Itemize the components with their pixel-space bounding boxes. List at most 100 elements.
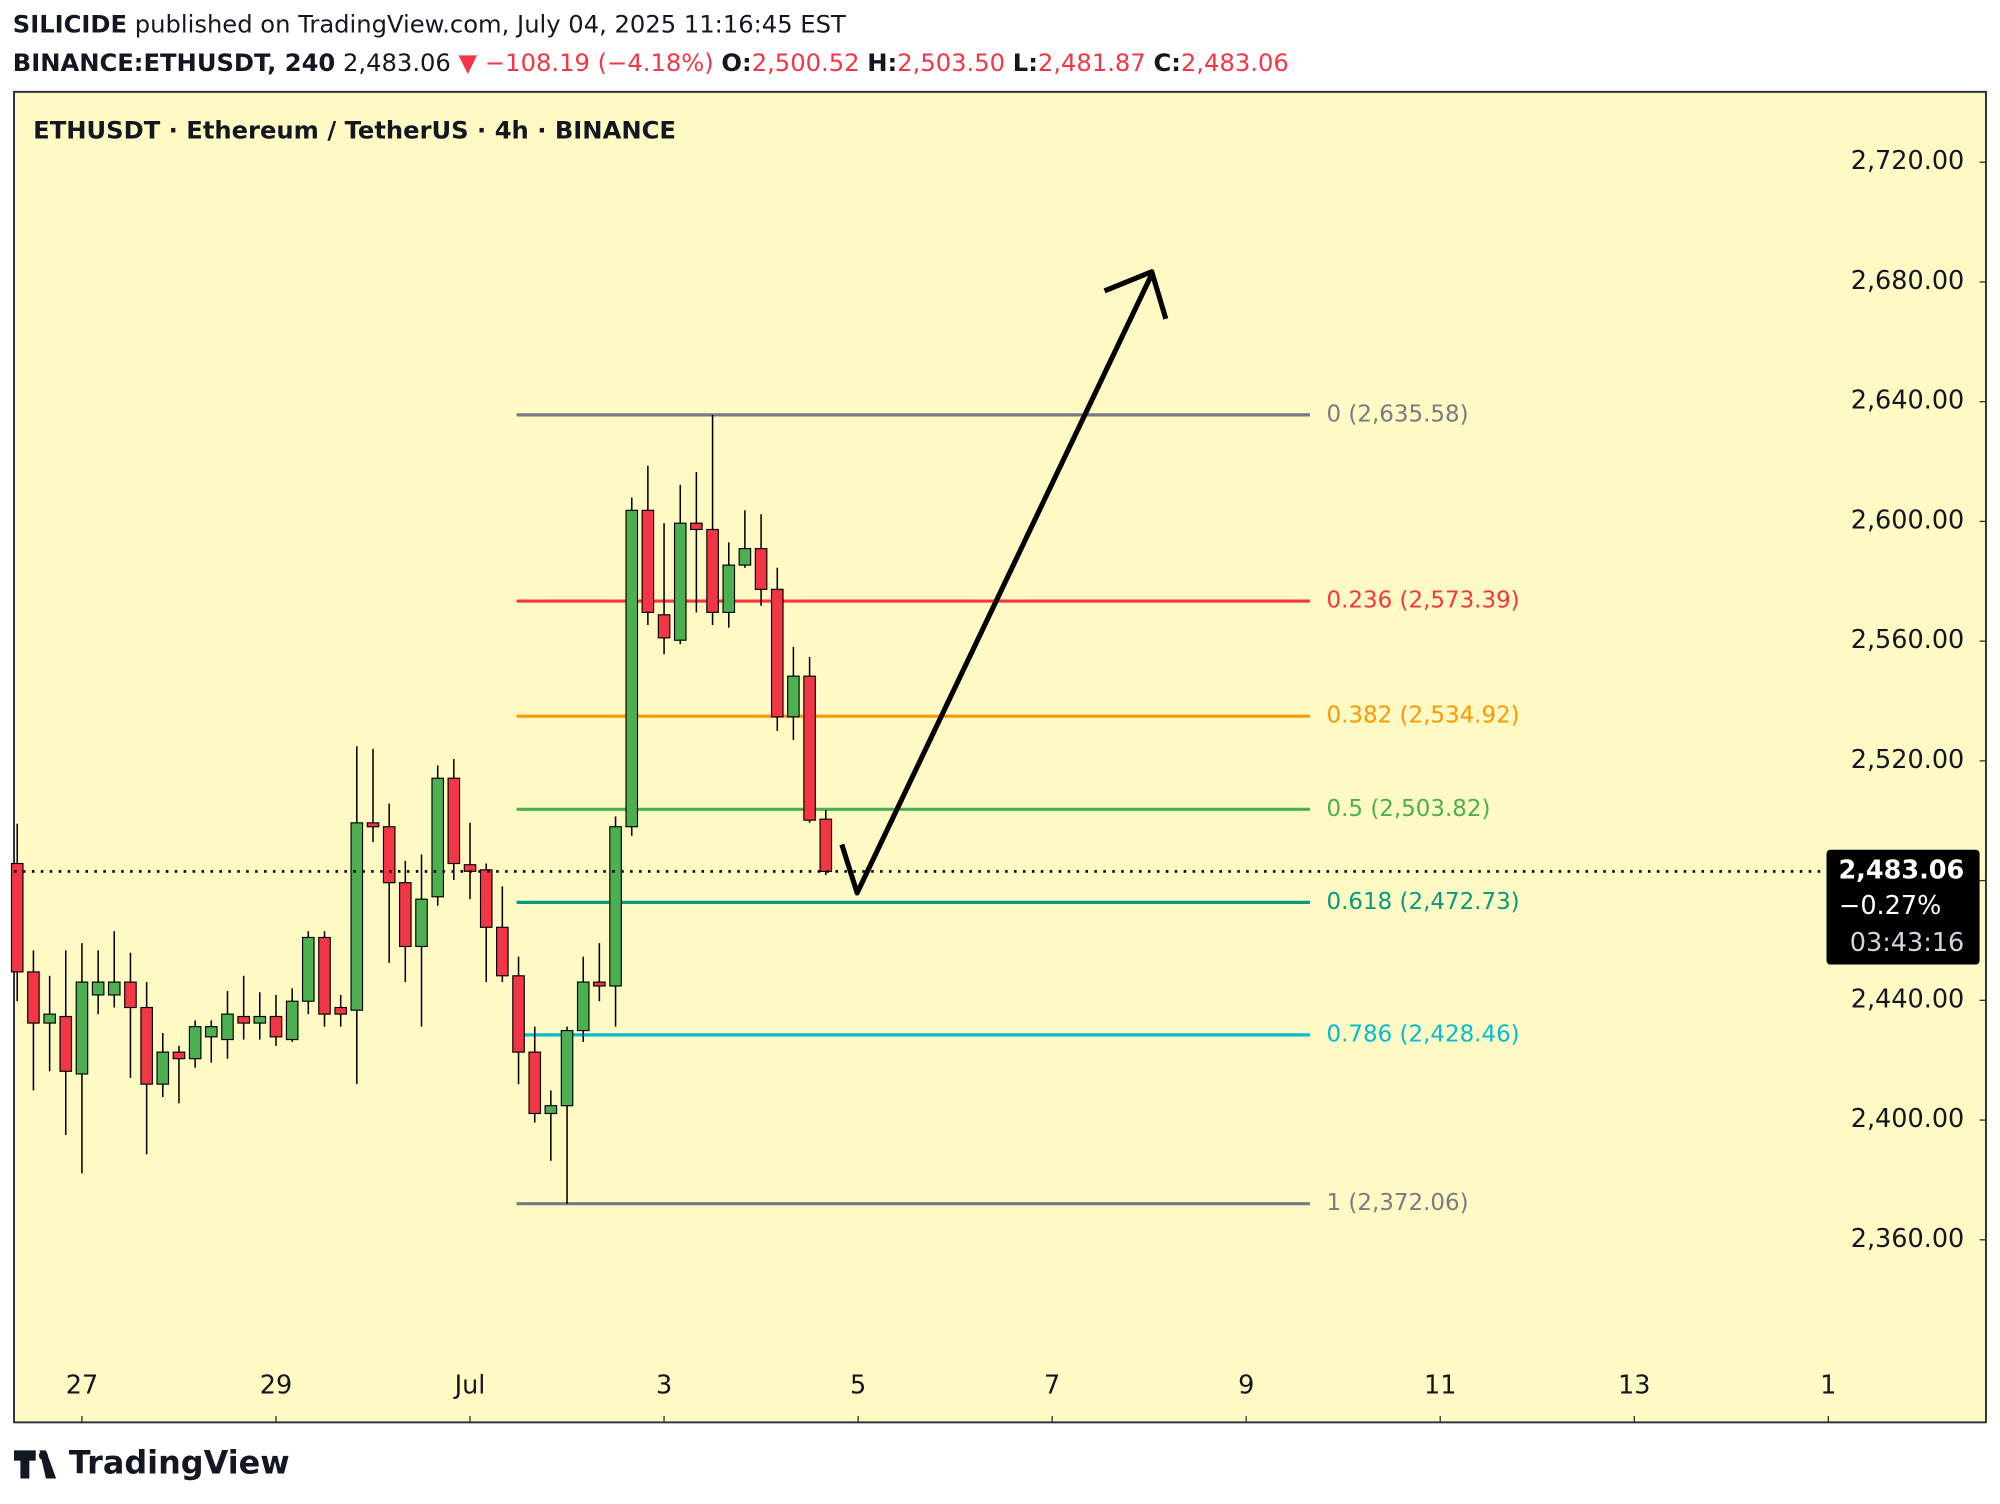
arrow-drawing [839,269,1169,896]
header-line-1: SILICIDE published on TradingView.com, J… [13,11,846,39]
brand-name: TradingView [69,1443,290,1481]
x-tick-label: 29 [260,1371,292,1401]
y-tick-label: 2,680.00 [1851,266,1965,296]
logo-dot [38,1451,48,1460]
fib-level-label: 0 (2,635.58) [1327,401,1469,427]
candle-body [593,981,606,987]
candle-body [107,981,121,996]
candle-body [253,1015,267,1024]
candle-body [609,826,622,987]
y-tick-label: 2,640.00 [1851,386,1965,416]
candle-body [819,818,833,873]
fib-level-label: 0.236 (2,573.39) [1327,588,1520,614]
candle-body [350,822,364,1011]
candle-body [140,1006,153,1085]
x-tick-label: 11 [1424,1371,1456,1401]
candle-body [447,777,461,865]
bar-countdown: 03:43:16 [1850,928,1965,958]
candle-body [576,981,590,1032]
candle-body [318,936,331,1015]
candle-body [738,548,752,566]
candle-body [188,1026,202,1060]
candle-body [269,1015,283,1038]
change: ▼ −108.19 (−4.18%) [459,49,714,77]
ohlc-value: 2,503.50 [897,49,1005,77]
candle-body [690,522,703,531]
x-tick-label: 1 [1820,1371,1836,1401]
y-tick-label: 2,400.00 [1851,1104,1965,1134]
x-tick-label: 3 [656,1371,672,1401]
published: published on TradingView.com, July 04, 2… [135,11,846,39]
fib-level-label: 0.382 (2,534.92) [1327,703,1520,729]
ohlc-value: 2,483.06 [1181,49,1289,77]
candle-body [431,777,445,898]
ohlc-key: C: [1153,49,1180,77]
candle-body [496,926,509,977]
fib-level-label: 0.618 (2,472.73) [1327,889,1520,915]
fib-level-label: 1 (2,372.06) [1327,1190,1469,1216]
candle-body [706,528,719,613]
x-tick-label: 27 [66,1371,98,1401]
y-tick-label: 2,360.00 [1851,1224,1965,1254]
candle-body [398,882,412,948]
candle-body [285,1000,299,1041]
candle-body [770,588,784,718]
candle-body [59,1015,73,1072]
candle-body [301,936,315,1002]
candle-body [382,826,396,884]
chart-title: ETHUSDT · Ethereum / TetherUS · 4h · BIN… [33,116,676,144]
price: 2,483.06 [343,49,451,77]
candle-body [156,1051,170,1085]
candle-body [479,869,493,928]
candle-body [625,509,639,828]
candle-body [528,1051,542,1115]
brand-logo: TradingView [14,1443,290,1481]
ohlc-key: L: [1013,49,1038,77]
fib-level-label: 0.786 (2,428.46) [1327,1021,1520,1047]
ohlc-key: O: [721,49,751,77]
candle-body [803,675,816,821]
candle-body [560,1029,574,1107]
price-label-box [1826,849,1980,965]
x-tick-label: Jul [453,1371,486,1401]
candle-body [787,675,800,718]
candle-body [754,548,768,590]
candle-body [722,564,736,613]
candle-body [27,971,40,1024]
candle-body [10,862,24,973]
price-label: 2,483.06 [1838,855,1964,885]
candle-body [657,614,671,639]
candle-body [43,1013,56,1024]
ohlc-value: 2,481.87 [1038,49,1146,77]
candle-body [641,509,655,613]
candle-body [544,1105,558,1115]
y-tick-label: 2,520.00 [1851,745,1965,775]
y-tick-label: 2,600.00 [1851,505,1965,535]
candle-body [366,822,380,828]
fib-level-label: 0.5 (2,503.82) [1327,796,1491,822]
candle-body [75,981,89,1075]
x-tick-label: 5 [850,1371,866,1401]
candle-body [673,522,687,641]
x-tick-label: 7 [1044,1371,1060,1401]
chart-frame [13,90,1987,1424]
arrow-path [839,273,1155,896]
y-tick-label: 2,720.00 [1851,146,1965,176]
candle-body [172,1051,186,1060]
candle-body [221,1013,234,1041]
y-tick-label: 2,440.00 [1851,984,1965,1014]
header-line-2: BINANCE:ETHUSDT, 240 2,483.06 ▼ −108.19 … [13,49,1289,77]
symbol: BINANCE:ETHUSDT, 240 [13,49,336,77]
ohlc-key: H: [867,49,897,77]
candle-body [237,1015,250,1024]
candle-body [334,1006,348,1015]
x-tick-label: 9 [1238,1371,1254,1401]
publisher: SILICIDE [13,11,127,39]
plot: 2,360.002,400.002,440.002,480.002,520.00… [10,146,1986,1423]
price-change: −0.27% [1839,891,1941,921]
x-tick-label: 13 [1618,1371,1650,1401]
candle-body [204,1026,218,1038]
arrow-head [1103,269,1169,320]
